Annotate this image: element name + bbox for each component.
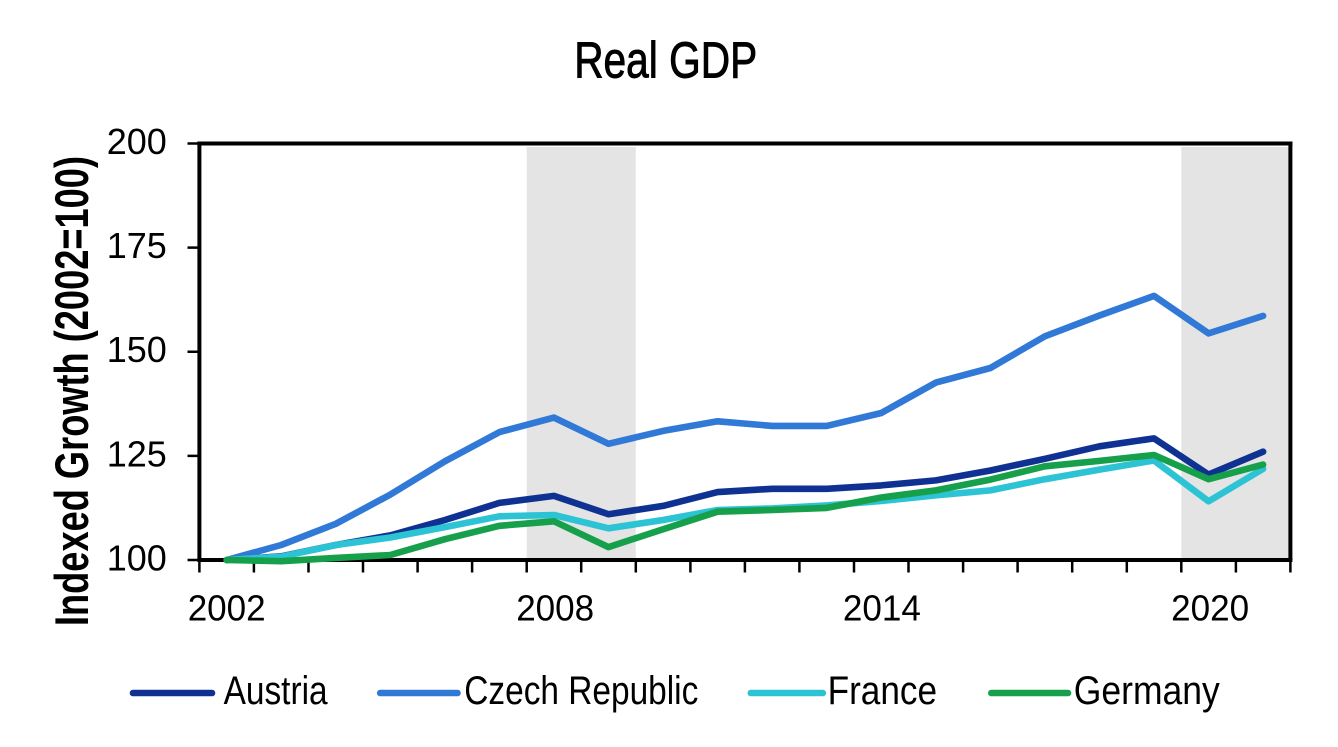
svg-text:125: 125 [107,433,167,474]
svg-text:Czech Republic: Czech Republic [464,669,698,713]
svg-text:Indexed Growth (2002=100): Indexed Growth (2002=100) [45,156,98,626]
svg-text:200: 200 [107,121,167,162]
svg-text:175: 175 [107,225,167,266]
svg-text:2002: 2002 [188,588,266,629]
svg-text:Germany: Germany [1074,669,1220,713]
svg-text:150: 150 [107,329,167,370]
svg-text:Austria: Austria [224,669,329,713]
svg-text:2020: 2020 [1171,588,1249,629]
svg-text:Real GDP: Real GDP [574,32,757,89]
svg-text:2014: 2014 [843,588,921,629]
svg-text:France: France [828,669,938,713]
svg-text:2008: 2008 [516,588,594,629]
svg-text:100: 100 [107,538,167,579]
